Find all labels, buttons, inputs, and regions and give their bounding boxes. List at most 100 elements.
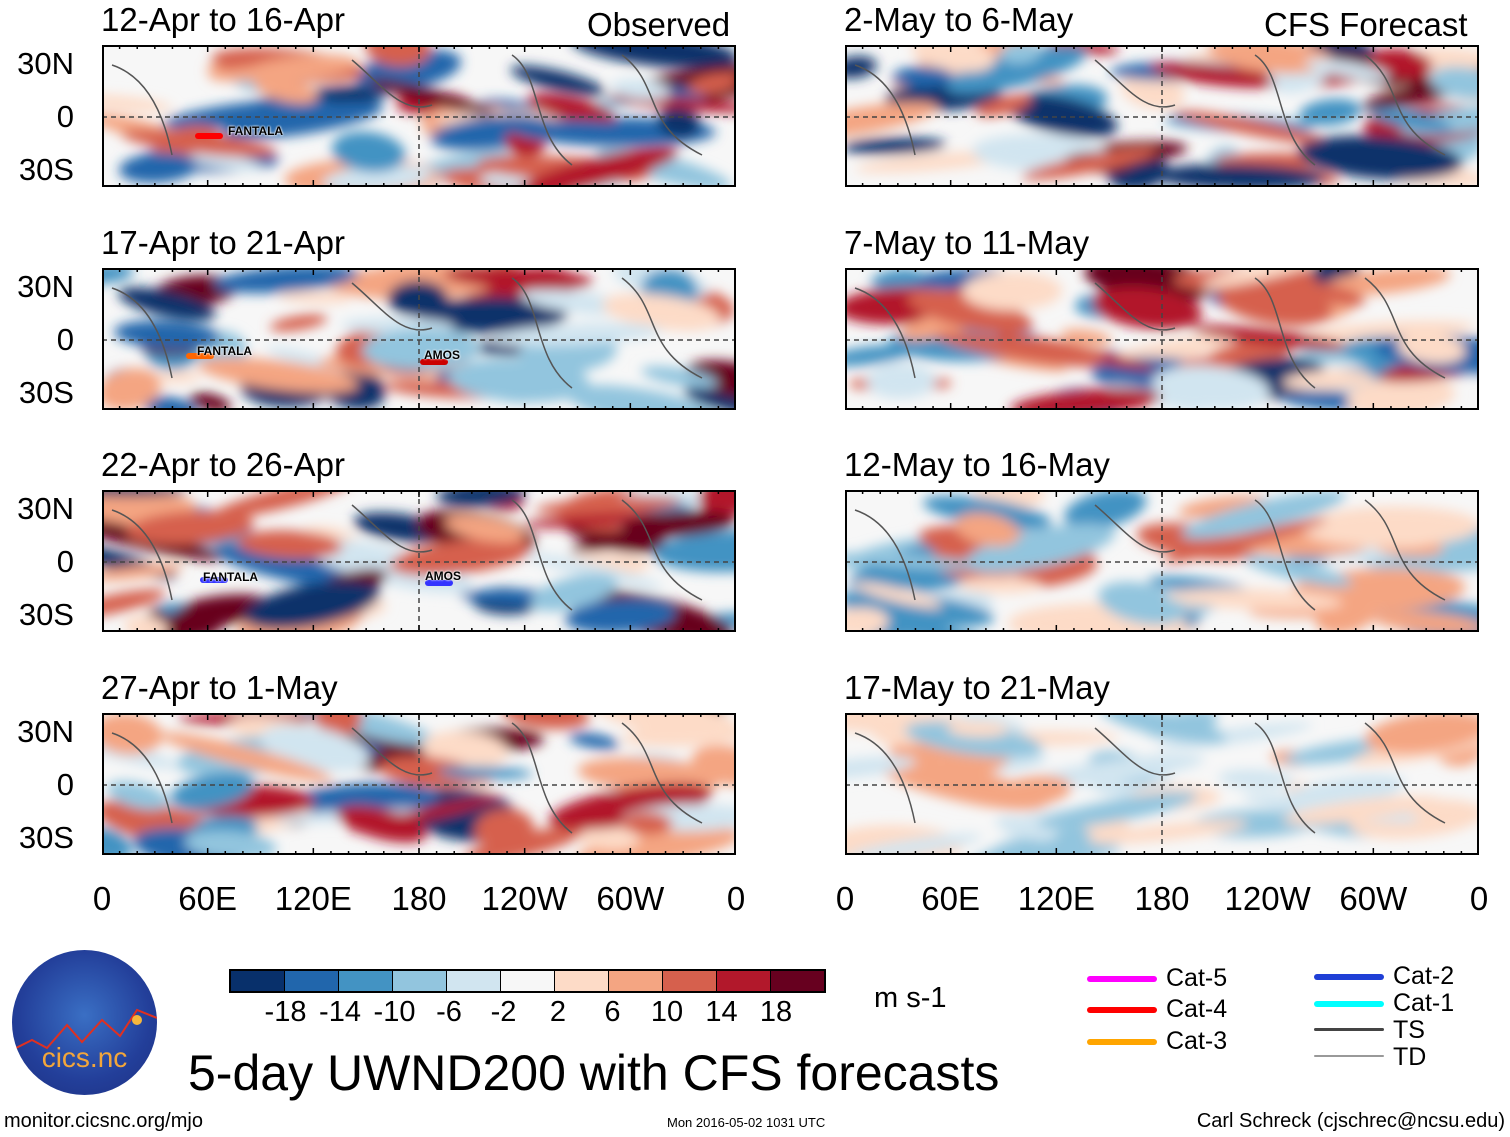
wind-anomaly-blob <box>341 747 449 768</box>
wind-anomaly-blob <box>189 392 232 410</box>
wind-anomaly-blob <box>107 781 169 810</box>
wind-anomaly-blob <box>437 766 533 780</box>
lat-tick-label: 30S <box>18 152 74 187</box>
lat-tick-label: 30N <box>17 46 74 81</box>
wind-anomaly-blob <box>1301 506 1479 548</box>
wind-anomaly-blob <box>510 65 606 96</box>
wind-anomaly-blob <box>905 721 1043 758</box>
wind-anomaly-blob <box>331 131 406 173</box>
wind-anomaly-blob <box>1243 555 1353 587</box>
wind-anomaly-blob <box>657 107 701 139</box>
wind-anomaly-blob <box>102 589 166 618</box>
wind-anomaly-blob <box>1371 611 1479 632</box>
wind-anomaly-blob <box>443 268 593 290</box>
wind-anomaly-blob <box>517 147 678 187</box>
wind-anomaly-blob <box>474 808 535 851</box>
legend-line-icon <box>1314 1001 1384 1007</box>
wind-anomaly-blob <box>845 607 889 632</box>
legend-label: Cat-3 <box>1166 1027 1228 1055</box>
legend-line-icon <box>1087 1007 1157 1013</box>
wind-anomaly-blob <box>691 745 736 787</box>
wind-anomaly-blob <box>119 152 198 183</box>
lon-tick-label: 0 <box>92 880 112 917</box>
lon-tick-label: 60E <box>178 880 238 917</box>
wind-anomaly-blob <box>853 582 943 609</box>
lat-tick-label: 0 <box>56 767 74 802</box>
wind-anomaly-blob <box>602 293 721 331</box>
map-panel-forecast-3 <box>845 490 1479 632</box>
footer-author: Carl Schreck (cjschrec@ncsu.edu) <box>1196 1110 1505 1132</box>
legend-label: Cat-5 <box>1166 964 1228 992</box>
observed-header: Observed <box>587 6 731 43</box>
wind-anomaly-blob <box>237 530 343 559</box>
wind-anomaly-blob <box>1218 281 1333 327</box>
coastline <box>854 54 1446 166</box>
wind-anomaly-blob <box>845 552 982 570</box>
wind-anomaly-blob <box>1181 490 1347 539</box>
wind-anomaly-blob <box>855 151 1016 173</box>
wind-anomaly-blob <box>1162 518 1328 564</box>
panel-title-forecast-1: 2-May to 6-May <box>844 1 1074 38</box>
wind-anomaly-blob <box>845 56 877 79</box>
lon-tick-label: 120W <box>481 880 568 917</box>
lon-tick-label: 0 <box>726 880 746 917</box>
wind-anomaly-blob <box>845 137 947 154</box>
wind-anomaly-blob <box>523 511 671 528</box>
wind-anomaly-blob <box>1152 163 1326 187</box>
map-panel-forecast-1 <box>845 45 1479 187</box>
colorbar-swatch <box>285 971 339 991</box>
wind-anomaly-blob <box>1324 268 1451 295</box>
wind-anomaly-blob <box>314 713 363 736</box>
wind-anomaly-blob <box>571 45 736 69</box>
wind-anomaly-blob <box>995 815 1057 841</box>
wind-anomaly-blob <box>1369 48 1434 79</box>
wind-anomaly-blob <box>621 811 673 835</box>
wind-anomaly-blob <box>365 45 431 67</box>
wind-anomaly-blob <box>566 385 723 410</box>
logo-mountains-icon <box>12 1008 157 1051</box>
map-panel-forecast-2 <box>845 268 1479 410</box>
wind-anomaly-blob <box>114 320 221 350</box>
wind-anomaly-blob <box>620 510 736 537</box>
wind-anomaly-blob <box>126 510 254 545</box>
footer-url[interactable]: monitor.cicsnc.org/mjo <box>4 1110 203 1132</box>
colorbar-tick-label: -10 <box>373 996 416 1028</box>
wind-anomaly-blob <box>302 538 473 594</box>
wind-anomaly-blob <box>269 314 328 332</box>
map-panel-observed-1 <box>102 45 736 187</box>
wind-anomaly-blob <box>946 721 1009 738</box>
storm-label: AMOS <box>424 348 460 362</box>
wind-anomaly-blob <box>1009 388 1161 410</box>
wind-anomaly-blob <box>535 496 681 515</box>
wind-anomaly-blob <box>1109 335 1235 364</box>
lon-tick-label: 120E <box>1017 880 1095 917</box>
wind-anomaly-blob <box>1152 365 1270 410</box>
colorbar-swatch <box>231 971 285 991</box>
wind-anomaly-blob <box>162 98 333 130</box>
wind-anomaly-blob <box>389 538 532 576</box>
wind-anomaly-blob <box>1368 106 1453 132</box>
legend-line-icon <box>1087 976 1157 982</box>
legend-label: TS <box>1393 1016 1425 1044</box>
panel-title-forecast-3: 12-May to 16-May <box>844 446 1110 483</box>
wind-anomaly-blob <box>845 590 995 627</box>
units-label: m s-1 <box>874 982 947 1014</box>
wind-anomaly-blob <box>1121 72 1185 110</box>
coastline <box>111 722 703 834</box>
lon-tick-label: 120E <box>274 880 352 917</box>
wind-anomaly-blob <box>991 775 1072 808</box>
wind-anomaly-blob <box>964 523 1116 573</box>
wind-anomaly-blob <box>688 73 736 94</box>
legend-label: TD <box>1393 1043 1427 1071</box>
wind-anomaly-blob <box>1166 588 1343 611</box>
colorbar <box>229 969 826 993</box>
legend-line-icon <box>1314 974 1384 980</box>
wind-anomaly-blob <box>922 495 1052 530</box>
wind-anomaly-blob <box>1218 769 1295 789</box>
lon-tick-label: 0 <box>1469 880 1489 917</box>
panel-title-forecast-4: 17-May to 21-May <box>844 669 1110 706</box>
wind-anomaly-blob <box>243 581 380 630</box>
lat-tick-label: 0 <box>56 544 74 579</box>
colorbar-swatch <box>501 971 555 991</box>
storm-label: FANTALA <box>228 124 284 138</box>
